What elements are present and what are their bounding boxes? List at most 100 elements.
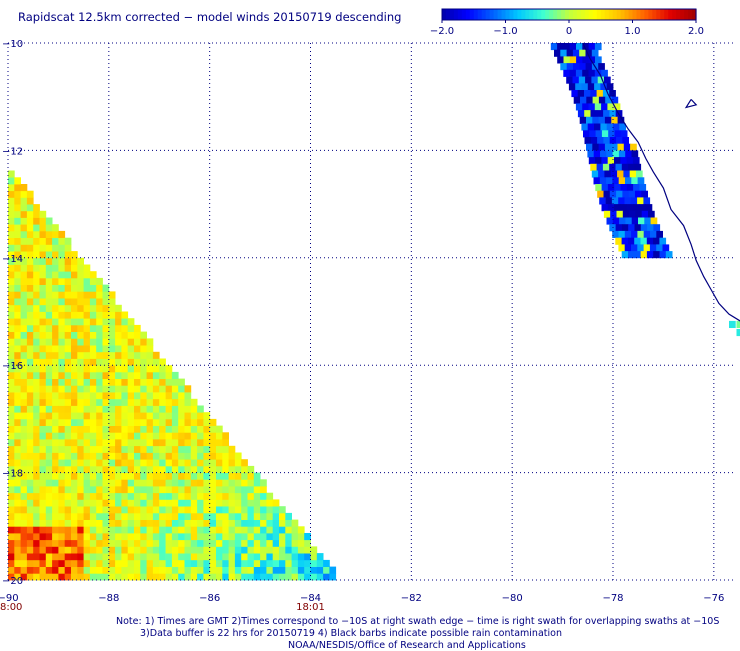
wind-cell xyxy=(159,426,166,433)
wind-cell xyxy=(580,97,587,104)
wind-cell xyxy=(631,177,638,184)
wind-cell xyxy=(84,412,91,419)
wind-cell xyxy=(248,493,255,500)
wind-cell xyxy=(595,157,602,164)
wind-cell xyxy=(216,513,223,520)
wind-cells xyxy=(8,43,740,580)
wind-cell xyxy=(58,271,65,278)
wind-cell xyxy=(77,285,84,292)
wind-cell xyxy=(166,506,173,513)
wind-cell xyxy=(614,184,621,191)
wind-cell xyxy=(14,338,21,345)
wind-cell xyxy=(235,466,242,473)
wind-cell xyxy=(185,533,192,540)
wind-cell xyxy=(634,251,641,258)
wind-cell xyxy=(71,365,78,372)
wind-cell xyxy=(178,560,185,567)
wind-cell xyxy=(172,432,179,439)
wind-cell xyxy=(21,553,28,560)
wind-cell xyxy=(27,197,34,204)
wind-cell xyxy=(58,459,65,466)
wind-cell xyxy=(14,385,21,392)
wind-cell xyxy=(622,164,629,171)
wind-cell xyxy=(589,157,596,164)
wind-cell xyxy=(52,526,59,533)
wind-cell xyxy=(604,191,611,198)
wind-cell xyxy=(633,204,640,211)
wind-cell xyxy=(292,526,299,533)
wind-cell xyxy=(52,520,59,527)
wind-cell xyxy=(52,332,59,339)
wind-cell xyxy=(65,453,72,460)
wind-cell xyxy=(84,533,91,540)
wind-cell xyxy=(33,345,40,352)
wind-cell xyxy=(260,520,267,527)
wind-cell xyxy=(84,573,91,580)
wind-cell xyxy=(121,513,128,520)
wind-cell xyxy=(576,56,583,63)
wind-cell xyxy=(33,365,40,372)
wind-cell xyxy=(203,426,210,433)
wind-cell xyxy=(96,499,103,506)
wind-cell xyxy=(8,526,15,533)
wind-cell xyxy=(52,298,59,305)
wind-cell xyxy=(52,560,59,567)
wind-cell xyxy=(77,265,84,272)
wind-cell xyxy=(203,439,210,446)
wind-cell xyxy=(46,285,53,292)
wind-cell xyxy=(8,379,15,386)
wind-cell xyxy=(197,446,204,453)
wind-cell xyxy=(197,506,204,513)
wind-cell xyxy=(279,553,286,560)
wind-cell xyxy=(656,231,663,238)
wind-cell xyxy=(594,124,601,131)
wind-cell xyxy=(648,211,655,218)
wind-cell xyxy=(46,533,53,540)
wind-cell xyxy=(159,365,166,372)
wind-cell xyxy=(90,372,97,379)
wind-cell xyxy=(121,520,128,527)
wind-cell xyxy=(65,473,72,480)
wind-cell xyxy=(90,459,97,466)
wind-cell xyxy=(153,540,160,547)
wind-cell xyxy=(46,359,53,366)
wind-cell xyxy=(103,332,110,339)
wind-cell xyxy=(601,157,608,164)
wind-cell xyxy=(65,271,72,278)
wind-cell xyxy=(624,144,631,151)
wind-cell xyxy=(65,385,72,392)
wind-cell xyxy=(260,546,267,553)
wind-cell xyxy=(653,224,660,231)
wind-cell xyxy=(33,412,40,419)
wind-cell xyxy=(185,560,192,567)
wind-cell xyxy=(8,318,15,325)
wind-cell xyxy=(153,459,160,466)
wind-cell xyxy=(33,439,40,446)
wind-cell xyxy=(166,520,173,527)
wind-cell xyxy=(71,419,78,426)
wind-cell xyxy=(241,473,248,480)
wind-cell xyxy=(8,312,15,319)
wind-cell xyxy=(285,540,292,547)
wind-cell xyxy=(311,553,318,560)
wind-cell xyxy=(40,473,47,480)
wind-cell xyxy=(90,359,97,366)
wind-cell xyxy=(65,520,72,527)
wind-cell xyxy=(178,399,185,406)
wind-cell xyxy=(52,291,59,298)
wind-cell xyxy=(14,506,21,513)
wind-cell xyxy=(52,312,59,319)
wind-cell xyxy=(90,520,97,527)
wind-cell xyxy=(58,231,65,238)
wind-cell xyxy=(103,479,110,486)
wind-cell xyxy=(65,533,72,540)
wind-cell xyxy=(52,265,59,272)
wind-cell xyxy=(90,325,97,332)
wind-cell xyxy=(166,412,173,419)
wind-cell xyxy=(637,244,644,251)
wind-cell xyxy=(40,258,47,265)
wind-cell xyxy=(134,493,141,500)
wind-cell xyxy=(140,385,147,392)
wind-cell xyxy=(222,486,229,493)
wind-cell xyxy=(254,473,261,480)
